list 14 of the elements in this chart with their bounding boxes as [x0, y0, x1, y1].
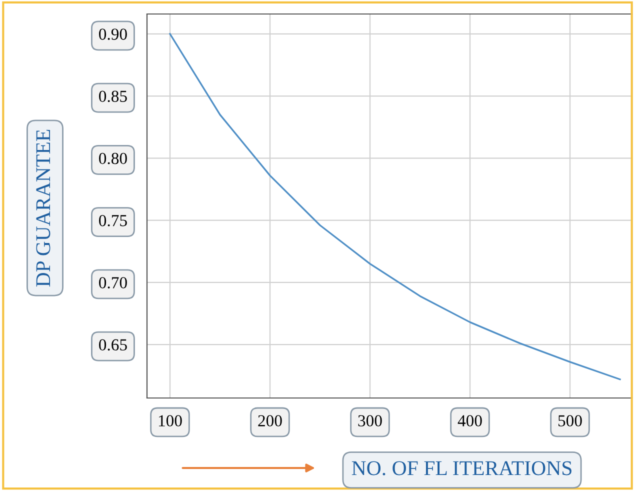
x-tick-label: 400 [458, 415, 482, 426]
x-tick-label: 300 [358, 415, 382, 426]
x-tick-label: 100 [158, 415, 182, 426]
y-axis-title: DP GUARANTEE [36, 130, 50, 287]
y-tick-label: 0.75 [99, 214, 127, 226]
x-tick-label: 200 [258, 415, 282, 426]
line-series [169, 33, 621, 380]
y-tick-label: 0.85 [99, 90, 127, 102]
x-axis-title: NO. OF FL ITERATIONS [352, 461, 572, 476]
y-tick-label: 0.65 [99, 339, 127, 351]
y-tick-label: 0.80 [99, 152, 127, 164]
y-tick-label: 0.70 [99, 277, 127, 288]
x-tick-label: 500 [558, 415, 582, 426]
y-tick-label: 0.90 [99, 28, 127, 40]
